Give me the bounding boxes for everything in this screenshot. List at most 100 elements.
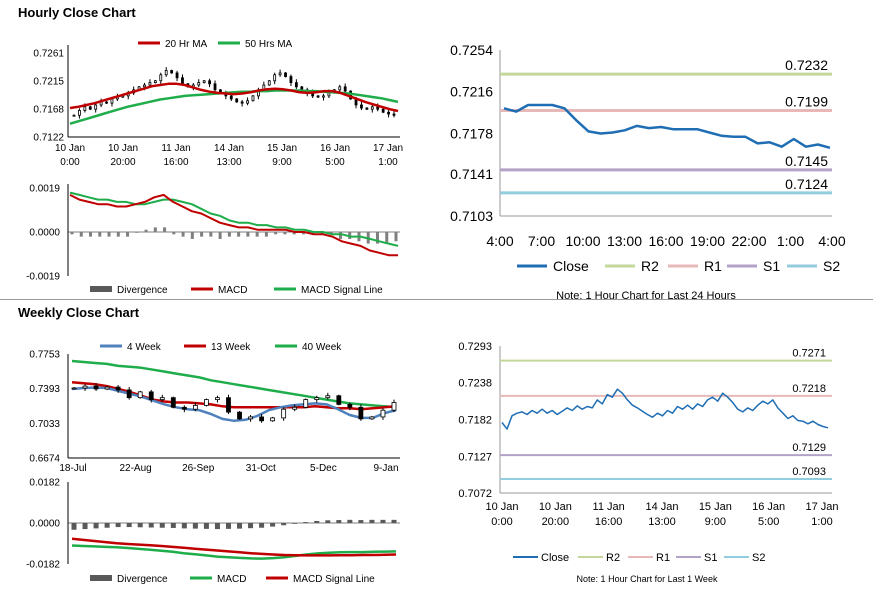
hourly-candle-body bbox=[273, 74, 277, 82]
weekly-price-y-tick: 0.7753 bbox=[29, 350, 60, 361]
hourly-candle-body bbox=[197, 82, 201, 86]
hourly-divergence-bar bbox=[190, 232, 194, 239]
hourly-candle-body bbox=[294, 82, 298, 88]
weekly-candle-body bbox=[126, 389, 132, 399]
hourly-candle-body bbox=[235, 98, 239, 103]
weekly-divergence-bar bbox=[225, 523, 231, 529]
wh-legend-label: R2 bbox=[606, 552, 620, 564]
hourly-price-y-tick: 0.7122 bbox=[33, 133, 64, 144]
hourly-divergence-bar bbox=[163, 227, 167, 232]
hourly-divergence-bar bbox=[107, 232, 111, 237]
wh-legend-label: S2 bbox=[752, 552, 765, 564]
hourly-candle-body bbox=[284, 72, 287, 77]
hourly-divergence-bar bbox=[375, 232, 379, 244]
hourly-candle-body bbox=[387, 111, 390, 115]
weekly-divergence-bar bbox=[203, 523, 209, 529]
h24-y-tick: 0.7141 bbox=[450, 166, 493, 182]
legend-40-week-label: 40 Week bbox=[302, 342, 342, 353]
hourly-signal-line bbox=[69, 191, 399, 247]
hourly-candle-body bbox=[392, 113, 396, 116]
h24-x-tick: 4:00 bbox=[486, 233, 513, 249]
weekly-macd-y-tick: 0.0182 bbox=[29, 478, 60, 489]
weekly-divergence-bar bbox=[325, 520, 331, 523]
hourly-divergence-bar bbox=[246, 232, 250, 237]
wh-x-tick: 15 Jan bbox=[699, 501, 732, 513]
hourly-candle-body bbox=[72, 114, 76, 117]
weekly-candle-body bbox=[358, 406, 364, 420]
weekly-candle-body bbox=[380, 409, 386, 418]
section-divider bbox=[0, 299, 873, 300]
wh-y-tick: 0.7238 bbox=[458, 377, 492, 389]
hourly-divergence-bar bbox=[264, 232, 268, 237]
hourly-ma20-line bbox=[69, 82, 399, 113]
wh-x-tick: 20:00 bbox=[542, 516, 570, 528]
weekly-price-x-tick: 26-Sep bbox=[182, 463, 215, 474]
h24-y-tick: 0.7103 bbox=[450, 208, 493, 224]
hourly-divergence-bar bbox=[126, 232, 130, 237]
weekly-price-y-tick: 0.7393 bbox=[29, 384, 60, 395]
weekly-candle-body bbox=[303, 399, 309, 408]
wh-y-tick: 0.7182 bbox=[458, 415, 492, 427]
weekly-divergence-bar bbox=[159, 523, 165, 528]
hourly-price-y-tick: 0.7215 bbox=[33, 76, 64, 87]
hourly-divergence-bar bbox=[227, 232, 231, 237]
hourly-divergence-bar bbox=[320, 232, 324, 235]
hourly-divergence-bar bbox=[79, 232, 83, 237]
weekly-divergence-bar bbox=[314, 520, 320, 523]
h24-legend-label: R1 bbox=[704, 258, 722, 274]
h24-legend-label: S1 bbox=[763, 258, 780, 274]
weekly-divergence-bar bbox=[369, 519, 375, 523]
hourly-divergence-bar bbox=[292, 232, 296, 235]
weekly-divergence-bar bbox=[82, 523, 88, 530]
wh-level-s1-label: 0.7129 bbox=[792, 442, 826, 454]
wh-y-tick: 0.7072 bbox=[458, 488, 492, 500]
h24-x-tick: 13:00 bbox=[607, 233, 642, 249]
wh-legend-label: Close bbox=[541, 552, 569, 564]
weekly-divergence-bar bbox=[292, 523, 298, 524]
hourly-price-x-tick: 1:00 bbox=[378, 157, 398, 168]
hourly-candle-body bbox=[181, 77, 184, 85]
wh-x-tick: 0:00 bbox=[491, 516, 512, 528]
hourly-macd-y-tick: -0.0019 bbox=[26, 272, 60, 283]
weekly-divergence-bar bbox=[126, 523, 132, 528]
hourly-divergence-bar bbox=[181, 232, 185, 237]
hourly-divergence-bar bbox=[116, 232, 120, 237]
weekly-divergence-bar bbox=[214, 523, 220, 530]
weekly-divergence-bar bbox=[148, 523, 154, 528]
legend-hourly-divergence-label: Divergence bbox=[117, 285, 168, 296]
weekly-candle-body bbox=[159, 397, 165, 400]
hourly-candle-body bbox=[229, 95, 233, 100]
h24-x-tick: 1:00 bbox=[777, 233, 804, 249]
weekly-price-y-tick: 0.6674 bbox=[29, 454, 60, 465]
h24-y-tick: 0.7254 bbox=[450, 42, 493, 58]
h24-level-s2-label: 0.7124 bbox=[785, 176, 828, 192]
hourly-candle-body bbox=[94, 104, 98, 110]
hourly-macd-line bbox=[69, 193, 398, 257]
legend-hourly-divergence-swatch bbox=[90, 286, 112, 292]
wh-x-tick: 10 Jan bbox=[539, 501, 572, 513]
wh-y-tick: 0.7293 bbox=[458, 341, 492, 353]
legend-weekly-divergence-swatch bbox=[90, 575, 112, 581]
weekly-13w-line bbox=[71, 380, 397, 411]
hourly-candle-body bbox=[105, 101, 108, 104]
weekly-divergence-bar bbox=[380, 519, 386, 523]
wh-level-s2-label: 0.7093 bbox=[792, 466, 826, 478]
h24-legend-label: Close bbox=[553, 258, 589, 274]
hourly-divergence-bar bbox=[218, 232, 222, 239]
weekly-divergence-bar bbox=[115, 523, 121, 528]
hourly-divergence-bar bbox=[209, 232, 213, 237]
weekly-candle-body bbox=[259, 416, 264, 422]
weekly-divergence-bar bbox=[104, 523, 110, 528]
legend-hourly-signal-label: MACD Signal Line bbox=[301, 285, 383, 296]
h24-close-line bbox=[503, 103, 831, 150]
weekly-divergence-bar bbox=[248, 523, 254, 529]
wh-legend-label: S1 bbox=[704, 552, 717, 564]
hourly-candle-body bbox=[164, 70, 168, 76]
wh-legend-label: R1 bbox=[656, 552, 670, 564]
hourly-price-y-tick: 0.7168 bbox=[33, 105, 64, 116]
hourly-price-x-tick: 16 Jan bbox=[320, 143, 350, 154]
hourly-price-x-tick: 0:00 bbox=[60, 157, 80, 168]
wh-y-tick: 0.7127 bbox=[458, 451, 492, 463]
weekly-divergence-bar bbox=[358, 520, 364, 523]
hourly-candle-body bbox=[240, 101, 244, 104]
